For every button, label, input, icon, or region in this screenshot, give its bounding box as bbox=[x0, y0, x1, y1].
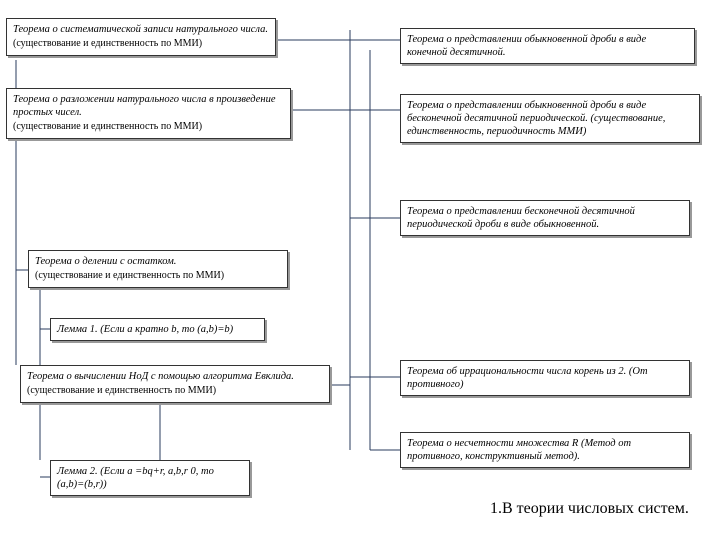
node-title: Теорема о представлении бесконечной деся… bbox=[407, 206, 635, 230]
node-title: Теорема о разложении натурального числа … bbox=[13, 94, 276, 118]
node-sub: (существование и единственность по ММИ) bbox=[13, 121, 284, 134]
node-sub: (существование и единственность по ММИ) bbox=[35, 270, 281, 283]
node-lemma-2: Лемма 2. (Если a =bq+r, a,b,r 0, то (a,b… bbox=[50, 460, 250, 496]
node-division-remainder: Теорема о делении с остатком. (существов… bbox=[28, 250, 288, 288]
page-caption: 1.В теории числовых систем. bbox=[490, 500, 689, 518]
node-infinite-periodic: Теорема о представлении обыкновенной дро… bbox=[400, 94, 700, 143]
node-sub: (существование и единственность по ММИ) bbox=[27, 385, 323, 398]
node-periodic-to-fraction: Теорема о представлении бесконечной деся… bbox=[400, 200, 690, 236]
node-sub: (существование и единственность по ММИ) bbox=[13, 38, 269, 51]
node-prime-factorization: Теорема о разложении натурального числа … bbox=[6, 88, 291, 139]
node-finite-decimal: Теорема о представлении обыкновенной дро… bbox=[400, 28, 695, 64]
node-title: Лемма 2. (Если a =bq+r, a,b,r 0, то (a,b… bbox=[57, 466, 214, 490]
node-title: Теорема о вычислении НоД с помощью алгор… bbox=[27, 371, 294, 382]
node-uncountable-R: Теорема о несчетности множества R (Метод… bbox=[400, 432, 690, 468]
node-euclid-gcd: Теорема о вычислении НоД с помощью алгор… bbox=[20, 365, 330, 403]
node-title: Теорема о несчетности множества R (Метод… bbox=[407, 438, 631, 462]
node-title: Теорема о представлении обыкновенной дро… bbox=[407, 34, 646, 58]
node-title: Теорема об иррациональности числа корень… bbox=[407, 366, 648, 390]
node-systematic-notation: Теорема о систематической записи натурал… bbox=[6, 18, 276, 56]
node-title: Теорема о представлении обыкновенной дро… bbox=[407, 100, 665, 137]
node-lemma-1: Лемма 1. (Если a кратно b, то (a,b)=b) bbox=[50, 318, 265, 341]
node-title: Лемма 1. (Если a кратно b, то (a,b)=b) bbox=[57, 324, 233, 335]
node-title: Теорема о систематической записи натурал… bbox=[13, 24, 268, 35]
node-title: Теорема о делении с остатком. bbox=[35, 256, 176, 267]
node-sqrt2-irrational: Теорема об иррациональности числа корень… bbox=[400, 360, 690, 396]
